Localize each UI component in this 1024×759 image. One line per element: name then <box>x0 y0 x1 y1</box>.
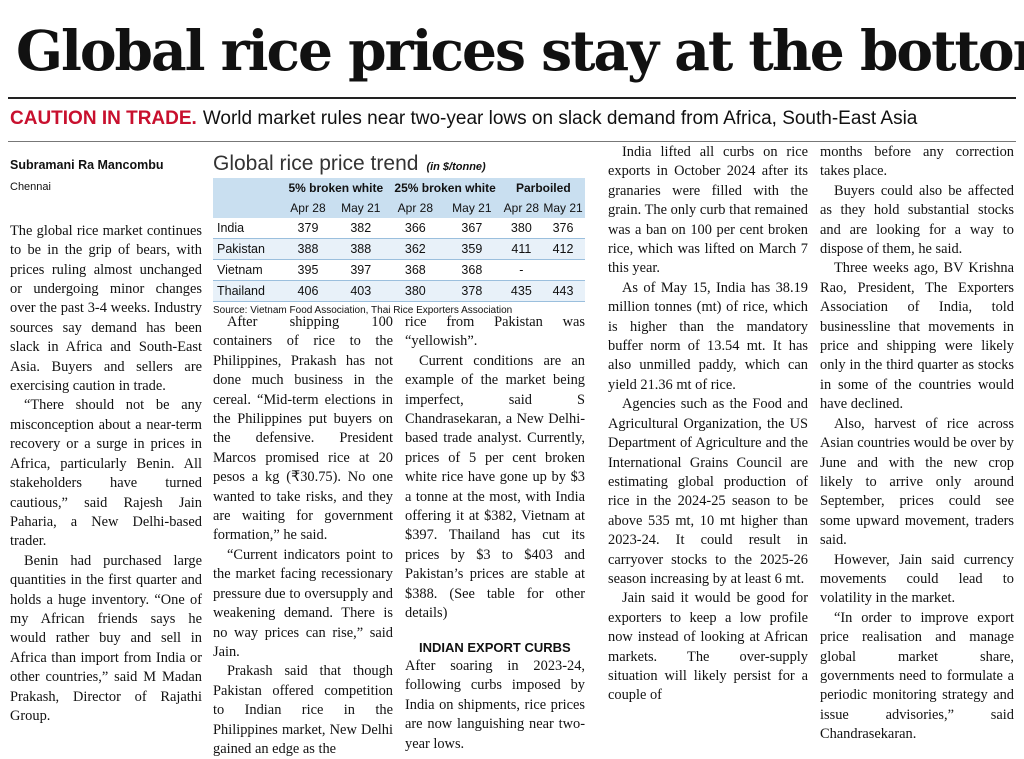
price-cell <box>541 259 585 281</box>
paragraph: Agencies such as the Food and Agricultur… <box>608 396 808 587</box>
paragraph: “Current indicators point to the market … <box>213 546 393 660</box>
paragraph: Current conditions are an example of the… <box>405 352 585 622</box>
paragraph: Three weeks ago, BV Krishna Rao, Preside… <box>820 260 1014 413</box>
column-1: Subramani Ra Mancombu Chennai The global… <box>10 156 202 726</box>
price-cell: 397 <box>332 259 389 281</box>
price-cell: 379 <box>283 218 333 239</box>
column-2: After shipping 100 containers of rice to… <box>213 313 393 759</box>
table-title-text: Global rice price trend <box>213 152 419 175</box>
paragraph: months before any correction takes place… <box>820 144 1014 180</box>
table-corner <box>213 178 283 198</box>
headline: Global rice prices stay at the bottom <box>16 18 1024 83</box>
date-header: Apr 28 <box>501 198 542 218</box>
price-cell: 368 <box>442 259 502 281</box>
price-cell: - <box>501 259 542 281</box>
paragraph: India lifted all curbs on rice exports i… <box>608 144 808 277</box>
subhead: CAUTION IN TRADE. World market rules near… <box>10 108 917 130</box>
price-cell: 382 <box>332 218 389 239</box>
price-cell: 412 <box>541 238 585 260</box>
column-5: months before any correction takes place… <box>820 143 1014 745</box>
subhead-rule <box>8 141 1016 142</box>
dateline: Chennai <box>10 181 51 194</box>
date-header: May 21 <box>332 198 389 218</box>
table-row: Vietnam 395 397 368 368 - <box>213 259 585 281</box>
table-row: India 379 382 366 367 380 376 <box>213 218 585 239</box>
group-header: 25% broken white <box>388 178 502 198</box>
price-cell: 359 <box>442 238 502 260</box>
paragraph: The global rice market continues to be i… <box>10 222 202 395</box>
country-cell: Vietnam <box>213 259 283 281</box>
table-row: Thailand 406 403 380 378 435 443 <box>213 280 585 302</box>
price-cell: 435 <box>501 280 542 302</box>
group-header: Parboiled <box>501 178 585 198</box>
country-cell: Thailand <box>213 280 283 302</box>
price-cell: 388 <box>283 238 333 260</box>
price-cell: 367 <box>442 218 502 239</box>
price-cell: 411 <box>501 238 542 260</box>
price-cell: 362 <box>388 238 443 260</box>
price-table: 5% broken white 25% broken white Parboil… <box>213 178 585 302</box>
price-cell: 443 <box>541 280 585 302</box>
paragraph: As of May 15, India has 38.19 million to… <box>608 279 808 393</box>
column-3: rice from Pakistan was “yellowish”. Curr… <box>405 313 585 754</box>
price-cell: 403 <box>332 280 389 302</box>
byline: Subramani Ra Mancombu <box>10 158 164 172</box>
subhead-text: World market rules near two-year lows on… <box>202 108 918 129</box>
price-cell: 380 <box>388 280 443 302</box>
table-title: Global rice price trend (in $/tonne) <box>213 150 585 178</box>
paragraph: Benin had purchased large quantities in … <box>10 552 202 724</box>
paragraph: Jain said it would be good for exporters… <box>608 590 808 704</box>
section-subhead: INDIAN EXPORT CURBS <box>419 639 571 655</box>
date-header: Apr 28 <box>283 198 333 218</box>
price-cell: 395 <box>283 259 333 281</box>
paragraph: “There should not be any misconception a… <box>10 397 202 550</box>
price-cell: 388 <box>332 238 389 260</box>
headline-rule <box>8 97 1016 99</box>
paragraph: Buyers could also be affected as they ho… <box>820 182 1014 258</box>
paragraph: rice from Pakistan was “yellowish”. <box>405 314 585 350</box>
date-header: May 21 <box>442 198 502 218</box>
column-4: India lifted all curbs on rice exports i… <box>608 143 808 706</box>
paragraph: Also, harvest of rice across Asian count… <box>820 415 1014 549</box>
table-row: Pakistan 388 388 362 359 411 412 <box>213 238 585 260</box>
price-cell: 378 <box>442 280 502 302</box>
subhead-kicker: CAUTION IN TRADE. <box>10 108 197 129</box>
paragraph: After soaring in 2023-24, following curb… <box>405 657 585 752</box>
table-unit: (in $/tonne) <box>426 161 486 173</box>
price-cell: 376 <box>541 218 585 239</box>
country-cell: Pakistan <box>213 238 283 260</box>
paragraph: However, Jain said currency movements co… <box>820 551 1014 607</box>
date-header: May 21 <box>541 198 585 218</box>
price-cell: 406 <box>283 280 333 302</box>
group-header: 5% broken white <box>283 178 389 198</box>
price-cell: 368 <box>388 259 443 281</box>
price-table-box: Global rice price trend (in $/tonne) 5% b… <box>213 150 585 316</box>
paragraph: After shipping 100 containers of rice to… <box>213 314 393 544</box>
price-cell: 366 <box>388 218 443 239</box>
date-header: Apr 28 <box>388 198 443 218</box>
table-corner <box>213 198 283 218</box>
table-source: Source: Vietnam Food Association, Thai R… <box>213 305 513 316</box>
paragraph: Prakash said that though Pakistan offere… <box>213 663 393 757</box>
price-cell: 380 <box>501 218 542 239</box>
paragraph: “In order to improve export price realis… <box>820 609 1014 743</box>
country-cell: India <box>213 218 283 239</box>
